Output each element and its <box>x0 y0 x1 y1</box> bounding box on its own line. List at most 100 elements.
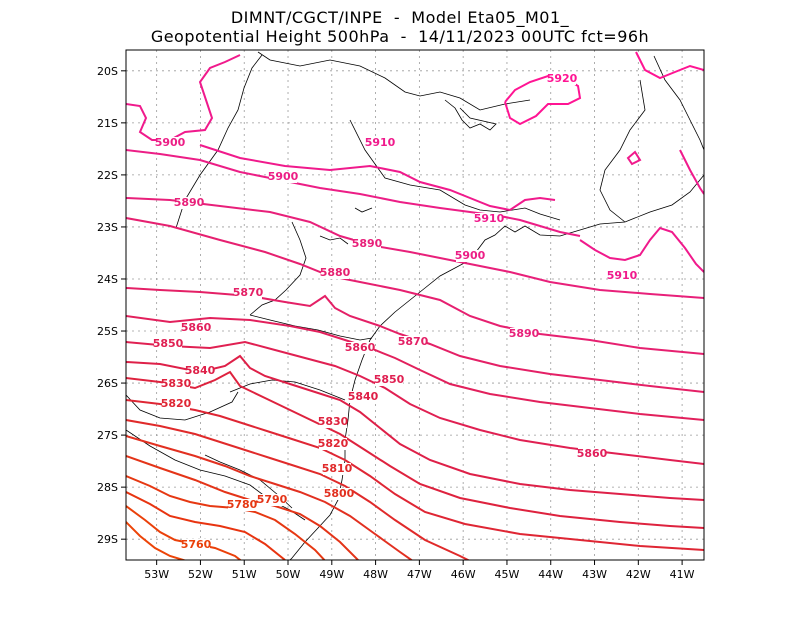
lat-tick-label: 29S <box>97 533 118 546</box>
contour-labels: 5920 5910 5910 5910 5900 5900 5900 5890 5890 5890… <box>153 72 638 551</box>
lon-tick-label: 47W <box>407 568 432 581</box>
state-border <box>126 429 306 521</box>
contour-label-5820: 5820 <box>318 437 349 450</box>
lon-tick-label: 42W <box>626 568 651 581</box>
contour-label-5860: 5860 <box>577 447 608 460</box>
lon-tick-label: 41W <box>670 568 695 581</box>
contour-5760 <box>126 505 242 560</box>
contour-label-bg <box>156 137 184 149</box>
contour-5910 <box>679 149 704 195</box>
contour-label-5890: 5890 <box>174 196 205 209</box>
state-border <box>249 314 373 341</box>
lat-tick-label: 26S <box>97 377 118 390</box>
contour-label-5830: 5830 <box>318 415 349 428</box>
contour-label-bg <box>162 398 190 410</box>
contour-label-5810: 5810 <box>322 462 353 475</box>
contour-label-bg <box>175 197 203 209</box>
lon-tick-label: 52W <box>188 568 213 581</box>
contour-5910 <box>126 54 241 141</box>
lat-tick-label: 22S <box>97 169 118 182</box>
contour-label-bg <box>182 322 210 334</box>
contour-label-5870: 5870 <box>233 286 264 299</box>
state-border <box>249 221 307 316</box>
map-grid <box>126 50 704 560</box>
contour-label-5850: 5850 <box>153 337 184 350</box>
contour-5860 <box>126 315 704 421</box>
lon-tick-label: 43W <box>582 568 607 581</box>
lat-tick-label: 20S <box>97 65 118 78</box>
reservoir <box>354 207 373 213</box>
contour-label-bg <box>608 270 636 282</box>
contour-label-5880: 5880 <box>320 266 351 279</box>
contour-label-5870: 5870 <box>398 335 429 348</box>
contour-label-bg <box>399 336 427 348</box>
contour-label-bg <box>456 250 484 262</box>
state-border <box>175 54 263 229</box>
river <box>444 99 497 131</box>
contour-5840 <box>126 354 704 501</box>
contour-label-5760: 5760 <box>181 538 212 551</box>
contour-label-5890: 5890 <box>509 327 540 340</box>
chart-title-line1: DIMNT/CGCT/INPE - Model Eta05_M01_ <box>230 8 570 27</box>
axis-ticks: 53W 52W 51W 50W 49W 48W 47W 46W 45W 44W 43W 42W 41W 2… <box>97 65 695 581</box>
contour-5830 <box>126 370 704 529</box>
lat-tick-label: 23S <box>97 221 118 234</box>
contour-label-bg <box>375 374 403 386</box>
coastline-layer <box>126 51 704 560</box>
contour-label-bg <box>321 267 349 279</box>
lat-tick-label: 21S <box>97 117 118 130</box>
contour-label-bg <box>349 391 377 403</box>
contour-5850 <box>126 340 704 465</box>
contour-label-5860: 5860 <box>181 321 212 334</box>
lat-tick-label: 27S <box>97 429 118 442</box>
chart-title-line2: Geopotential Height 500hPa - 14/11/2023 … <box>150 27 650 46</box>
contour-label-5850: 5850 <box>374 373 405 386</box>
contour-5750 <box>126 521 187 560</box>
contour-label-bg <box>234 287 262 299</box>
contour-label-5790: 5790 <box>257 493 288 506</box>
contour-label-5860: 5860 <box>345 341 376 354</box>
contour-5810 <box>126 419 471 560</box>
contour-label-5910: 5910 <box>365 136 396 149</box>
coastline <box>289 174 704 560</box>
lon-tick-label: 44W <box>538 568 563 581</box>
lon-tick-label: 49W <box>319 568 344 581</box>
contour-label-bg <box>548 73 576 85</box>
contour-label-bg <box>319 438 347 450</box>
state-border <box>349 119 561 221</box>
contour-label-bg <box>366 137 394 149</box>
contour-5880 <box>126 217 704 355</box>
contour-5770 <box>126 491 286 560</box>
contour-label-5920: 5920 <box>547 72 578 85</box>
lat-tick-label: 25S <box>97 325 118 338</box>
contour-5920 <box>635 51 704 80</box>
contour-label-bg <box>353 238 381 250</box>
contour-5910 <box>626 150 642 166</box>
contour-5920 <box>504 74 582 126</box>
contour-label-5890: 5890 <box>352 237 383 250</box>
state-border <box>599 79 646 223</box>
contour-label-5900: 5900 <box>455 249 486 262</box>
contour-label-5780: 5780 <box>227 498 258 511</box>
contour-label-5800: 5800 <box>324 487 355 500</box>
contour-5820 <box>126 399 704 551</box>
contour-label-bg <box>346 342 374 354</box>
contour-label-bg <box>182 539 210 551</box>
contour-label-5840: 5840 <box>185 364 216 377</box>
contour-label-bg <box>228 499 256 511</box>
lon-tick-label: 45W <box>495 568 520 581</box>
contour-label-bg <box>154 338 182 350</box>
state-border <box>126 391 239 421</box>
lon-tick-label: 51W <box>232 568 257 581</box>
contour-5910 <box>579 226 704 273</box>
state-border <box>257 51 531 111</box>
contour-label-bg <box>162 378 190 390</box>
contour-label-bg <box>323 463 351 475</box>
lat-tick-label: 28S <box>97 481 118 494</box>
contour-5800 <box>126 435 414 560</box>
contour-label-bg <box>510 328 538 340</box>
contour-label-5840: 5840 <box>348 390 379 403</box>
contour-label-bg <box>325 488 353 500</box>
contour-label-bg <box>475 213 503 225</box>
